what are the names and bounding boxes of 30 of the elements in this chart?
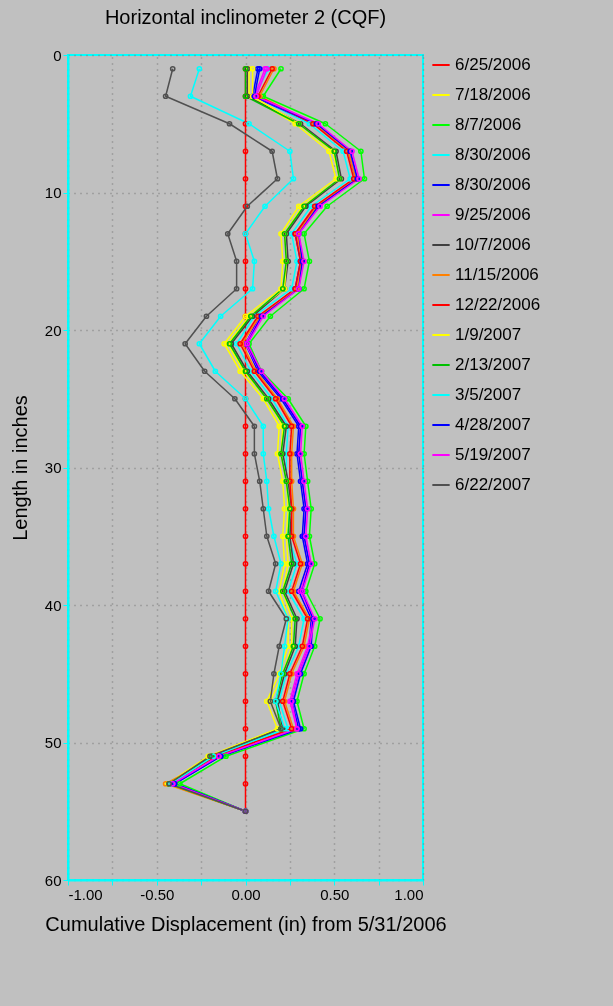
legend-label: 8/30/2006 — [455, 175, 531, 194]
x-tick-label: -0.50 — [140, 885, 175, 903]
chart-title: Horizontal inclinometer 2 (CQF) — [104, 6, 387, 28]
x-tick-label: 1.00 — [394, 885, 424, 903]
legend-label: 5/19/2007 — [455, 445, 531, 464]
x-tick-label: 0.00 — [231, 885, 261, 903]
legend-label: 10/7/2006 — [455, 235, 531, 254]
legend-label: 9/25/2006 — [455, 205, 531, 224]
y-tick-label: 50 — [44, 734, 62, 751]
y-axis-title: Length in inches — [8, 395, 31, 541]
y-tick-label: 20 — [44, 321, 62, 339]
legend-label: 7/18/2006 — [455, 85, 531, 104]
legend-label: 6/25/2006 — [455, 55, 531, 74]
legend-label: 12/22/2006 — [455, 295, 541, 314]
x-tick-label: -1.00 — [68, 885, 103, 903]
legend-label: 3/5/2007 — [455, 385, 522, 404]
legend-label: 8/7/2006 — [455, 115, 522, 134]
y-tick-label: 10 — [44, 184, 62, 201]
y-tick-label: 30 — [44, 459, 62, 476]
y-tick-label: 40 — [44, 596, 62, 614]
legend-label: 6/22/2007 — [455, 475, 531, 494]
legend-label: 11/15/2006 — [455, 265, 539, 284]
legend-label: 4/28/2007 — [455, 415, 531, 434]
legend-label: 2/13/2007 — [455, 355, 531, 374]
legend-label: 1/9/2007 — [455, 325, 522, 344]
legend-label: 8/30/2006 — [455, 145, 531, 164]
y-tick-label: 0 — [53, 46, 62, 64]
y-tick-label: 60 — [44, 871, 62, 889]
x-axis-title: Cumulative Displacement (in) from 5/31/2006 — [45, 912, 447, 935]
x-tick-label: 0.50 — [320, 885, 350, 903]
